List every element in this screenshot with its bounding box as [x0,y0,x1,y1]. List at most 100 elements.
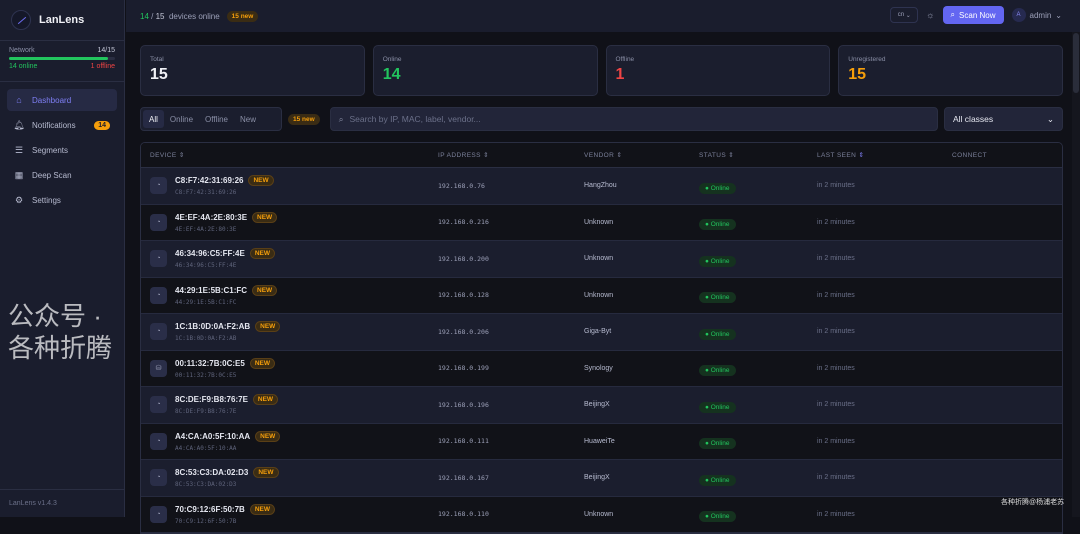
vendor: Unknown [584,510,614,518]
sidebar-item-notifications[interactable]: 🔔︎ Notifications 14 [7,114,117,136]
gauge-icon: ◔ [150,213,167,231]
device-name[interactable]: 46:34:96:C5:FF:4E [175,249,245,259]
status-filter-tabs: All Online Offline New [140,107,282,131]
device-name[interactable]: 8C:53:C3:DA:02:D3 [175,468,249,478]
device-name[interactable]: 1C:1B:0D:0A:F2:AB [175,322,251,332]
status-text: Online [710,440,730,448]
device-mac: 1C:1B:0D:0A:F2:AB [175,335,237,343]
last-seen: in 2 minutes [817,364,855,372]
stat-value: 15 [848,66,867,83]
ip-address: 192.168.0.167 [438,473,489,482]
filter-bar: All Online Offline New 15 new ⌕ Search by… [140,107,1063,131]
table-row[interactable]: ◔ 8C:DE:F9:B8:76:7E NEW 8C:DE:F9:B8:76:7E 1… [141,387,1062,424]
new-badge: NEW [252,394,279,406]
stat-card-unregistered: Unregistered 15 [838,45,1063,96]
table-row[interactable]: ◔ 44:29:1E:5B:C1:FC NEW 44:29:1E:5B:C1:FC 1… [141,277,1062,314]
class-select-value: All classes [953,114,994,124]
brand[interactable]: LanLens [0,0,124,41]
sort-asc-icon: ⇕ [858,152,865,159]
table-row[interactable]: ◔ 1C:1B:0D:0A:F2:AB NEW 1C:1B:0D:0A:F2:AB 1… [141,314,1062,351]
device-cell: ◔ 70:C9:12:6F:50:7B NEW 70:C9:12:6F:50:7B [141,503,438,525]
tab-new[interactable]: New [240,114,257,124]
sidebar-item-dashboard[interactable]: ⌂ Dashboard [7,89,117,111]
table-row[interactable]: ◔ A4:CA:A0:5F:10:AA NEW A4:CA:A0:5F:10:AA 1… [141,423,1062,460]
vendor: Giga-Byt [584,328,612,336]
device-name[interactable]: 8C:DE:F9:B8:76:7E [175,395,248,405]
stat-label: Online [382,56,402,63]
status-badge: ● Online [699,182,736,194]
tab-online[interactable]: Online [169,114,194,124]
network-summary: Network 14/15 14 online 1 offline [0,41,124,82]
sort-icon: ⇕ [178,152,185,159]
sidebar-item-label: Deep Scan [32,170,72,180]
ip-address: 192.168.0.76 [438,181,485,190]
sidebar-item-label: Segments [32,145,69,155]
sort-icon: ⇕ [483,152,489,159]
table-row[interactable]: ◔ 4E:EF:4A:2E:80:3E NEW 4E:EF:4A:2E:80:3E 1… [141,204,1062,241]
layers-icon: ☰ [14,144,24,155]
gear-icon: ⚙ [14,194,24,205]
new-badge: NEW [252,284,278,296]
status-text: Online [710,367,730,375]
col-ip[interactable]: IP ADDRESS ⇕ [438,151,584,159]
device-name[interactable]: C8:F7:42:31:69:26 [175,176,244,186]
table-row[interactable]: ◔ 70:C9:12:6F:50:7B NEW 70:C9:12:6F:50:7B 1… [141,496,1062,533]
table-row[interactable]: ⛁ 00:11:32:7B:0C:E5 NEW 00:11:32:7B:0C:E5 1… [141,350,1062,387]
scrollbar[interactable] [1072,32,1080,517]
stat-card-total: Total 15 [140,45,365,96]
tab-all[interactable]: All [143,110,164,128]
sort-icon: ⇕ [616,152,623,159]
network-progress [9,57,115,60]
ip-address: 192.168.0.110 [438,510,489,519]
class-select[interactable]: All classes ⌄ [944,107,1063,131]
tab-offline[interactable]: Offline [205,114,228,124]
vendor: Synology [584,364,613,372]
col-status[interactable]: STATUS ⇕ [699,151,817,159]
last-seen: in 2 minutes [817,437,855,445]
last-seen: in 2 minutes [817,510,855,518]
bell-icon: 🔔︎ [13,119,25,130]
search-input[interactable]: ⌕ Search by IP, MAC, label, vendor... [329,107,938,131]
language-select[interactable]: cn ⌄ [890,7,919,23]
col-device[interactable]: DEVICE ⇕ [141,151,438,160]
ip-address: 192.168.0.196 [438,400,489,409]
status-cell: ● Online [699,359,817,377]
col-vendor[interactable]: VENDOR ⇕ [584,151,699,159]
scan-now-button[interactable]: ⌕ Scan Now [942,6,1004,24]
sidebar-item-deep-scan[interactable]: ▦ Deep Scan [7,164,117,186]
col-last-seen[interactable]: LAST SEEN ⇕ [817,151,952,159]
theme-toggle-sun-icon[interactable]: ☼ [926,10,935,20]
last-seen: in 2 minutes [817,182,855,190]
table-row[interactable]: ◔ 46:34:96:C5:FF:4E NEW 46:34:96:C5:FF:4E 1… [141,241,1062,278]
online-count: 14 online [9,63,38,70]
device-mac: 8C:53:C3:DA:02:D3 [175,481,237,489]
status-cell: ● Online [699,323,817,341]
device-name[interactable]: 44:29:1E:5B:C1:FC [175,285,248,295]
vendor: HuaweiTe [584,437,615,445]
status-text: Online [710,294,730,302]
col-label: DEVICE [150,151,177,159]
scrollbar-thumb[interactable] [1073,33,1079,93]
device-cell: ◔ C8:F7:42:31:69:26 NEW C8:F7:42:31:69:26 [141,175,438,196]
device-mac: 8C:DE:F9:B8:76:7E [175,408,237,416]
status-cell: ● Online [699,213,817,231]
table-row[interactable]: ◔ C8:F7:42:31:69:26 NEW C8:F7:42:31:69:26 1… [141,168,1062,205]
status-text: Online [710,257,730,265]
status-badge: ● Online [699,401,736,413]
device-name[interactable]: A4:CA:A0:5F:10:AA [175,431,251,441]
device-cell: ◔ 4E:EF:4A:2E:80:3E NEW 4E:EF:4A:2E:80:3E [141,211,438,233]
sidebar-item-settings[interactable]: ⚙ Settings [7,189,117,211]
vendor: BeijingX [584,401,610,409]
sidebar-item-segments[interactable]: ☰ Segments [7,139,117,161]
stat-label: Total [150,56,164,63]
status-cell: ● Online [699,469,817,487]
device-name[interactable]: 70:C9:12:6F:50:7B [175,504,245,514]
new-badge: NEW [255,430,281,442]
device-name[interactable]: 00:11:32:7B:0C:E5 [175,358,245,368]
status-text: Online [710,403,730,411]
table-row[interactable]: ◔ 8C:53:C3:DA:02:D3 NEW 8C:53:C3:DA:02:D3 1… [141,460,1062,497]
device-name[interactable]: 4E:EF:4A:2E:80:3E [175,212,248,222]
col-label: VENDOR [584,152,615,159]
device-mac: 44:29:1E:5B:C1:FC [175,298,237,306]
